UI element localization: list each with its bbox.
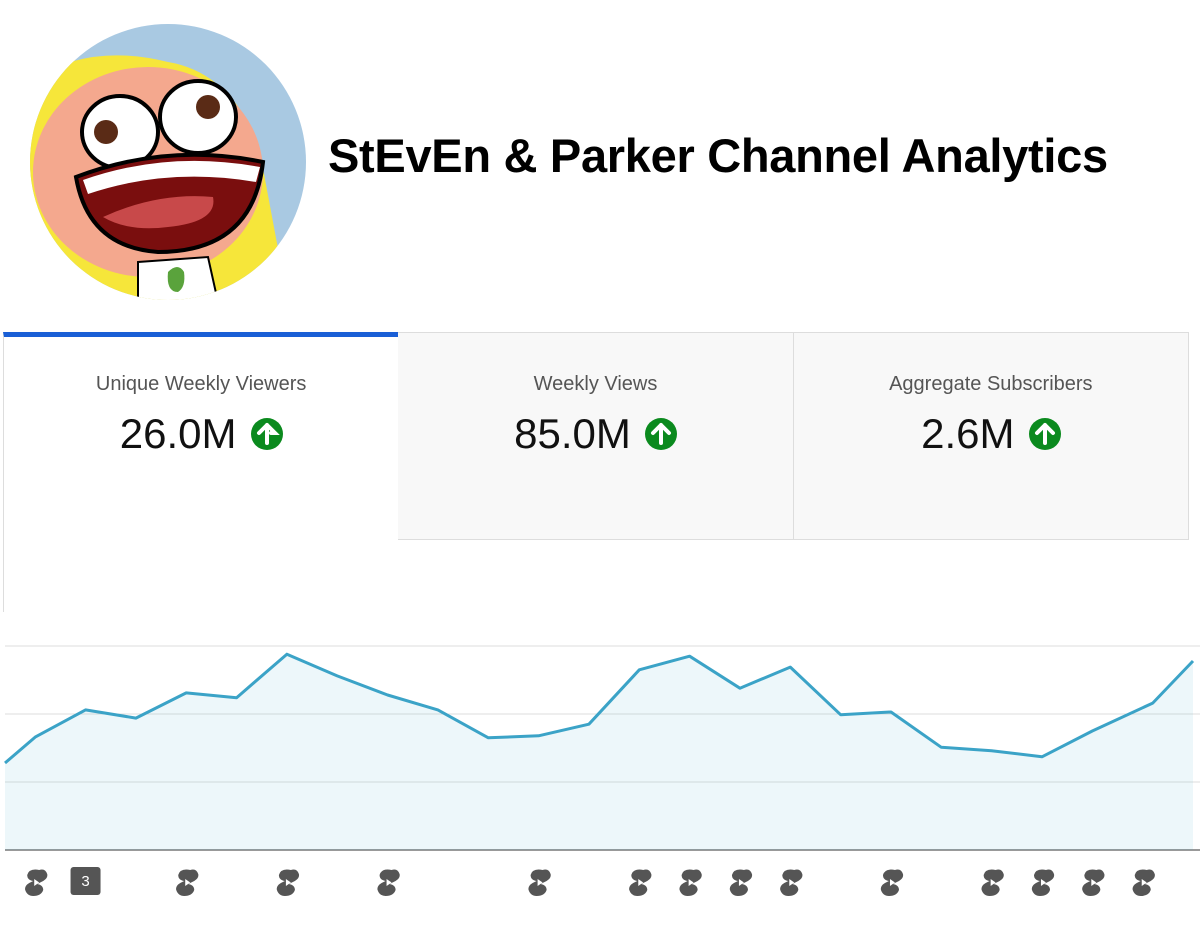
shorts-icon — [25, 869, 48, 896]
shorts-play — [285, 879, 291, 886]
shorts-play — [990, 879, 996, 886]
metric-value-row: 85.0M — [514, 410, 677, 458]
up-arrow-icon — [250, 418, 283, 450]
shorts-icon — [1082, 869, 1105, 896]
metric-label: Aggregate Subscribers — [889, 373, 1093, 395]
shorts-play — [34, 879, 40, 886]
metric-value: 85.0M — [514, 410, 631, 457]
shorts-icon — [276, 869, 300, 896]
shorts-play — [185, 879, 191, 886]
shorts-play — [1040, 879, 1046, 886]
shorts-icon — [176, 869, 199, 896]
shorts-play — [789, 879, 795, 886]
up-arrow-icon — [644, 418, 677, 450]
shorts-icon — [880, 869, 904, 896]
metric-card[interactable]: Unique Weekly Viewers 26.0M — [3, 332, 399, 612]
shorts-play — [537, 879, 543, 886]
shorts-icon — [528, 869, 551, 896]
metric-card[interactable]: Aggregate Subscribers 2.6M — [793, 332, 1189, 540]
shorts-play — [1141, 879, 1147, 886]
shorts-icon — [1132, 869, 1155, 896]
area-fill — [5, 654, 1193, 850]
metric-value: 26.0M — [119, 410, 237, 457]
shorts-icon — [377, 869, 400, 896]
metric-label: Unique Weekly Viewers — [95, 373, 307, 395]
line — [4, 652, 1195, 765]
metric-value-row: 2.6M — [921, 410, 1061, 458]
shorts-play — [638, 879, 644, 886]
shorts-play — [889, 879, 895, 886]
channel-avatar — [30, 24, 306, 300]
shorts-play — [386, 879, 392, 886]
shorts-icon — [780, 869, 803, 896]
page-title: StEvEn & Parker Channel Analytics — [328, 129, 1108, 182]
chart: 3 — [4, 645, 1200, 896]
metric-value-row: 26.0M — [120, 410, 283, 458]
metric-card[interactable]: Weekly Views 85.0M — [398, 332, 794, 540]
metric-label: Weekly Views — [533, 373, 658, 395]
up-arrow-icon — [1028, 418, 1061, 450]
shorts-icon — [629, 869, 652, 896]
count-badge — [70, 867, 101, 895]
shorts-play — [688, 879, 694, 886]
shorts-play — [1091, 879, 1097, 886]
metric-cards: Unique Weekly Viewers 26.0M Weekly Views… — [3, 332, 1189, 612]
shorts-play — [738, 879, 744, 886]
shorts-icon — [981, 869, 1004, 896]
shorts-icon — [679, 869, 702, 896]
metric-value: 2.6M — [921, 410, 1015, 457]
shorts-icon — [1031, 869, 1055, 896]
count-badge-label: 3 — [81, 873, 89, 890]
shorts-icon — [729, 869, 753, 896]
